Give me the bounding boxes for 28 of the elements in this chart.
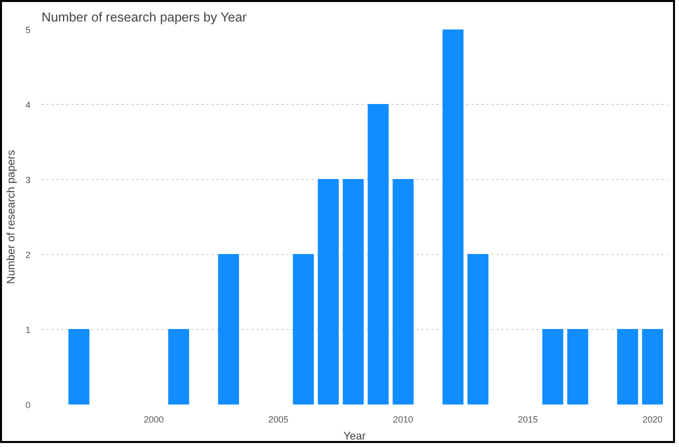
bar: [168, 329, 190, 404]
bar: [642, 329, 664, 404]
bar: [467, 254, 488, 404]
x-tick-label: 2000: [144, 414, 164, 424]
y-tick-label: 1: [25, 325, 31, 335]
bar: [68, 329, 90, 404]
x-tick-label: 2005: [268, 414, 288, 424]
y-tick-label: 4: [25, 100, 31, 110]
y-tick-label: 0: [25, 400, 31, 410]
bar: [542, 329, 564, 404]
y-tick-label: 5: [25, 25, 31, 35]
y-tick-label: 3: [25, 175, 31, 185]
bar: [342, 179, 364, 404]
bar: [617, 329, 638, 404]
bar: [392, 179, 414, 404]
x-tick-label: 2010: [393, 414, 414, 424]
y-tick-label: 2: [25, 250, 31, 260]
bar: [442, 30, 464, 404]
chart-title: Number of research papers by Year: [42, 10, 248, 24]
bar: [318, 179, 339, 404]
x-axis-title: Year: [343, 430, 366, 442]
y-axis-title: Number of research papers: [5, 150, 18, 284]
bar: [218, 254, 240, 404]
bar: [292, 254, 314, 404]
bar: [368, 104, 389, 404]
x-tick-label: 2020: [642, 414, 663, 424]
x-tick-label: 2015: [518, 414, 538, 424]
bar: [567, 329, 588, 404]
